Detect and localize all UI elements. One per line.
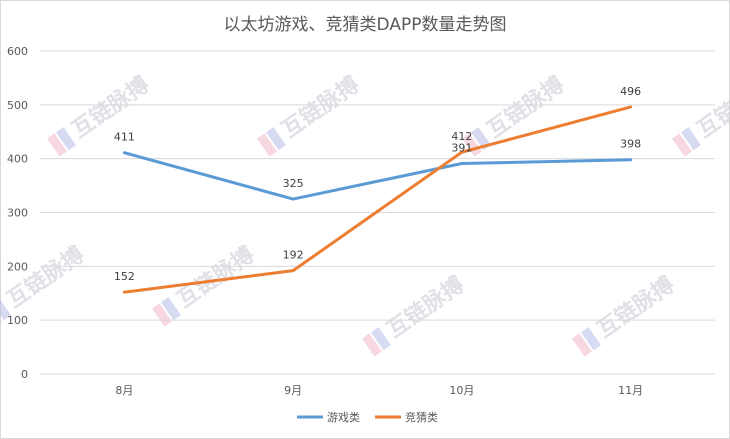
- y-tick-label: 400: [7, 153, 28, 166]
- legend-label: 游戏类: [327, 410, 360, 424]
- x-axis: 8月 9月 10月 11月: [115, 384, 643, 397]
- legend-item-1[interactable]: 游戏类: [297, 410, 360, 424]
- data-label: 411: [114, 131, 135, 144]
- x-tick-label: 11月: [618, 384, 643, 397]
- watermark-mark-icon: [671, 133, 692, 157]
- y-tick-label: 0: [21, 368, 28, 381]
- legend: 游戏类 竞猜类: [297, 410, 438, 424]
- watermark-mark-icon: [461, 133, 482, 157]
- x-tick-label: 10月: [449, 384, 474, 397]
- watermark-text: 互链脉搏: [67, 71, 154, 143]
- watermark-mark-icon: [361, 333, 382, 357]
- watermark-mark-icon: [0, 297, 11, 321]
- watermark-mark-icon: [265, 127, 286, 151]
- y-tick-label: 200: [7, 260, 28, 273]
- watermark-logo: 互链脉搏: [46, 71, 154, 157]
- watermark-mark-icon: [160, 297, 181, 321]
- watermark-mark-icon: [46, 133, 67, 157]
- series-line-2: [122, 105, 633, 294]
- series-line-1: [122, 151, 633, 201]
- chart-title: 以太坊游戏、竞猜类DAPP数量走势图: [224, 15, 507, 35]
- y-axis: 0 100 200 300 400 500 600: [7, 45, 28, 381]
- data-label: 496: [620, 85, 641, 98]
- data-labels: 411 325 391 398 152 192 412 496: [114, 85, 641, 283]
- data-label: 192: [283, 249, 304, 262]
- data-label: 152: [114, 270, 135, 283]
- y-tick-label: 100: [7, 314, 28, 327]
- legend-label: 竞猜类: [405, 410, 438, 424]
- watermark-mark-icon: [680, 127, 701, 151]
- watermark-text: 互链脉搏: [692, 71, 730, 143]
- y-tick-label: 600: [7, 45, 28, 58]
- watermark-mark-icon: [151, 303, 172, 327]
- watermark-logo: 互链脉搏: [361, 271, 469, 357]
- watermark-text: 互链脉搏: [2, 241, 89, 313]
- x-tick-label: 8月: [115, 384, 133, 397]
- watermark-logo: 互链脉搏: [256, 71, 364, 157]
- watermark-text: 互链脉搏: [482, 71, 569, 143]
- series-lines: [122, 105, 633, 294]
- watermark-mark-icon: [370, 327, 391, 351]
- data-label: 412: [451, 130, 472, 143]
- x-tick-label: 9月: [284, 384, 302, 397]
- y-tick-label: 300: [7, 207, 28, 220]
- watermark-text: 互链脉搏: [277, 71, 364, 143]
- watermark-text: 互链脉搏: [382, 271, 469, 343]
- watermark-mark-icon: [571, 333, 592, 357]
- legend-item-2[interactable]: 竞猜类: [375, 410, 438, 424]
- watermark-mark-icon: [580, 327, 601, 351]
- watermark-logo: 互链脉搏: [671, 71, 730, 157]
- data-label: 391: [451, 142, 472, 155]
- watermark-mark-icon: [55, 127, 76, 151]
- watermark-logo: 互链脉搏: [571, 271, 679, 357]
- watermark-text: 互链脉搏: [592, 271, 679, 343]
- watermark-logo: 互链脉搏: [151, 241, 259, 327]
- watermark-mark-icon: [256, 133, 277, 157]
- y-tick-label: 500: [7, 99, 28, 112]
- watermark-logo: 互链脉搏: [461, 71, 569, 157]
- data-label: 398: [620, 138, 641, 151]
- data-label: 325: [283, 177, 304, 190]
